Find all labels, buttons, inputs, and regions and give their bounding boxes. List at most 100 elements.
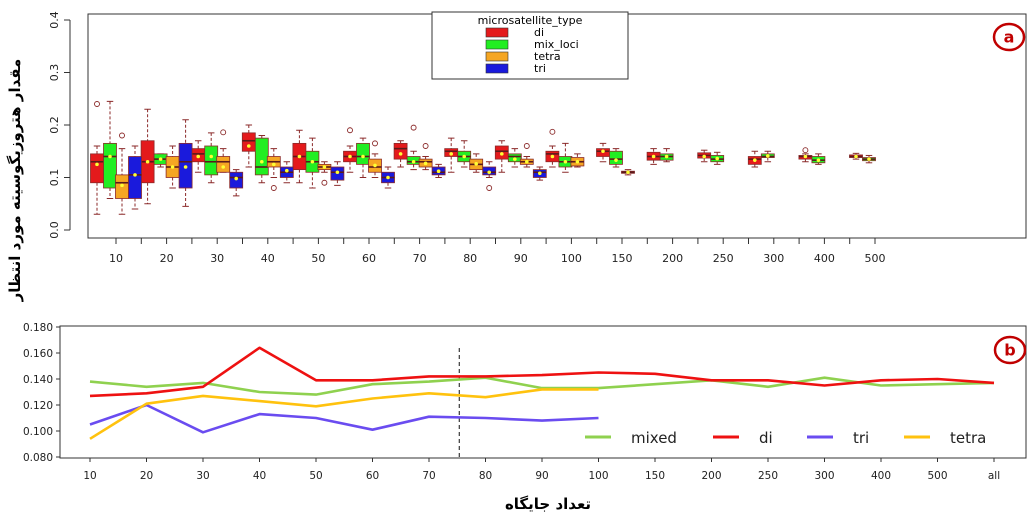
box-mean-dot	[462, 154, 467, 159]
box-mean-dot	[449, 152, 454, 156]
box-mix_loci-250	[710, 151, 725, 165]
box-mix_loci-400	[811, 153, 826, 165]
box-tri-90	[532, 166, 547, 181]
box-mean-dot	[411, 159, 416, 164]
box-mean-dot	[260, 159, 264, 164]
legend-label-mix_loci: mix_loci	[534, 38, 579, 51]
box-body	[356, 142, 370, 165]
panel-b-x-tick-label: 250	[758, 470, 778, 482]
box-tetra-100	[570, 153, 585, 168]
panel-b-x-tick-label: 90	[535, 470, 548, 482]
panel-a-badge-circle	[992, 22, 1026, 52]
panel-b-x-tick-label: 500	[927, 470, 947, 482]
box-mean-dot	[285, 168, 289, 173]
box-mean-dot	[651, 154, 656, 159]
legend-swatch-di	[485, 27, 509, 38]
panel-a-y-tick-label: 0.2	[48, 116, 61, 134]
box-mean-dot	[816, 158, 821, 162]
box-outlier	[321, 179, 328, 186]
box-mean-dot	[170, 165, 175, 169]
box-mean-dot	[538, 171, 542, 176]
box-tetra-60	[368, 140, 382, 178]
box-mean-dot	[867, 157, 871, 161]
panel-b-x-axis: 10 20 30 40 50 60 70 80 90 100 150 200 250 300 400 500 a…	[83, 458, 1000, 482]
panel-a-x-tick-label: 400	[814, 252, 835, 265]
line-di	[89, 346, 995, 398]
box-outlier	[347, 127, 353, 134]
box-mean-dot	[120, 183, 124, 188]
panel-a-y-tick-label: 0.4	[48, 11, 61, 29]
box-tetra-20	[165, 145, 180, 189]
panel-a-badge: a	[992, 22, 1026, 52]
panel-b-x-tick-label: 300	[814, 470, 834, 482]
panel-b-letter: b	[1004, 341, 1015, 360]
box-mean-dot	[348, 154, 352, 159]
box-mean-dot	[108, 154, 112, 159]
panel-a-boxes	[90, 100, 876, 215]
box-mean-dot	[335, 170, 340, 175]
box-mean-dot	[423, 161, 428, 166]
box-di-10	[90, 101, 104, 215]
box-di-30	[191, 140, 206, 173]
legend-label-di: di	[534, 26, 544, 39]
box-body	[609, 150, 623, 165]
box-body	[128, 156, 142, 199]
box-tetra-90	[519, 143, 534, 168]
y-axis-label-a: مقدار هتروزیگوسیته مورد انتظار	[6, 59, 24, 303]
box-outlier	[802, 147, 809, 154]
panel-a-x-tick-label: 500	[865, 252, 886, 265]
panel-b-y-tick-label: 0.080	[23, 452, 53, 464]
box-mean-dot	[272, 162, 276, 167]
panel-b-x-tick-label: 200	[701, 470, 721, 482]
box-outlier	[486, 185, 493, 191]
box-tri-70	[431, 163, 446, 178]
panel-b-y-tick-label: 0.120	[23, 400, 53, 412]
panel-b-y-tick-label: 0.100	[23, 426, 53, 438]
box-tetra-150	[621, 169, 635, 176]
box-di-20	[140, 108, 155, 205]
panel-b-x-tick-label: all	[988, 470, 1000, 482]
box-mean-dot	[563, 159, 568, 164]
legend-swatch-tri	[485, 63, 509, 74]
box-mix_loci-200	[659, 148, 674, 163]
box-mix_loci-40	[254, 135, 269, 184]
box-di-400	[798, 147, 813, 163]
box-mean-dot	[221, 165, 225, 169]
panel-b-x-tick-label: 10	[83, 470, 96, 482]
box-mean-dot	[766, 154, 770, 158]
legend-b-label-di: di	[759, 429, 773, 447]
box-body	[254, 137, 269, 176]
box-mean-dot	[247, 144, 251, 148]
box-mean-dot	[322, 165, 327, 169]
panel-b-y-axis: 0.080 0.100 0.120 0.140 0.160 0.180	[23, 322, 60, 464]
box-tetra-80	[469, 153, 484, 173]
box-mean-dot	[234, 176, 238, 181]
box-outlier	[549, 128, 556, 135]
line-mixed	[89, 376, 995, 396]
box-outlier	[372, 140, 378, 147]
panel-b-y-tick-label: 0.160	[23, 348, 53, 360]
box-tri-20	[178, 119, 193, 207]
box-mean-dot	[550, 154, 555, 159]
box-tri-80	[482, 161, 497, 191]
panel-a-x-tick-label: 20	[160, 252, 174, 265]
panel-a-y-tick-label: 0.0	[48, 221, 61, 239]
panel-b-x-tick-label: 20	[140, 470, 153, 482]
box-mean-dot	[626, 170, 630, 175]
box-outlier	[523, 143, 530, 149]
box-mix_loci-60	[356, 137, 370, 178]
box-tetra-40	[266, 148, 281, 191]
box-tri-50	[330, 161, 345, 186]
box-tetra-10	[115, 132, 129, 215]
box-di-40	[241, 124, 256, 168]
x-axis-label-b: تعداد جایگاه	[505, 495, 591, 513]
box-mean-dot	[614, 158, 618, 162]
box-outlier	[94, 101, 100, 107]
legend-b-label-tetra: tetra	[950, 429, 986, 447]
panel-b-x-tick-label: 400	[871, 470, 891, 482]
panel-a-y-tick-label: 0.1	[48, 169, 61, 187]
box-mean-dot	[386, 175, 390, 180]
panel-b-frame	[59, 325, 1027, 459]
box-outlier	[410, 124, 417, 131]
